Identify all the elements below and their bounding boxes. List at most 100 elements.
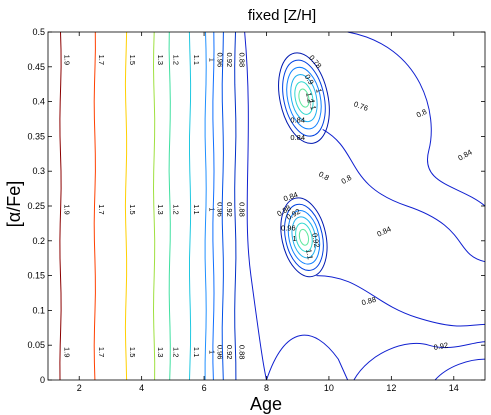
contour-label-0-96-0: 0.96 [215,53,224,68]
chart-title: fixed [Z/H] [248,7,316,24]
right-label-6: 0.92 [433,341,449,352]
y-tick-label-3: 0.15 [27,271,45,281]
upper-blob-label-0: 0.78 [307,53,323,70]
contour-label-1-2-2: 1.2 [172,347,181,357]
contour-line-0-96 [212,31,215,381]
contour-line-1 [204,31,207,380]
upper-blob-ring-0 [278,52,330,144]
contour-label-0-88-0: 0.88 [237,53,246,68]
contour-line-1-1 [188,31,192,381]
lower-blob-ring-1 [284,203,324,271]
upper-blob-ring-5 [298,88,310,108]
y-tick-label-2: 0.1 [32,305,45,315]
y-tick-label-6: 0.3 [32,166,45,176]
contour-line-1-7 [93,31,96,381]
contour-curve-3 [322,129,486,263]
contour-label-1-0: 1 [208,58,217,62]
contour-line-1-3 [152,31,156,381]
contour-curve-1 [266,334,349,381]
right-label-0: 0.76 [353,99,370,112]
contour-label-1-2-0: 1.2 [172,55,181,65]
upper-blob-label-5: 1.2 [304,92,315,104]
lower-blob-ring-3 [291,216,317,259]
contour-label-1-5-2: 1.5 [128,347,137,357]
contour-label-0-88-1: 0.88 [237,202,246,217]
contour-label-1-9-1: 1.9 [62,204,71,214]
y-tick-label-0: 0 [40,375,45,385]
upper-blob-label-4: 1.1 [307,99,318,111]
x-tick-label-0: 2 [77,383,82,393]
contour-label-1-2-1: 1.2 [172,204,181,214]
contour-label-1-1-1: 1.1 [192,204,201,214]
x-tick-label-2: 6 [202,383,207,393]
y-tick-label-4: 0.2 [32,236,45,246]
contour-label-1-7-2: 1.7 [97,347,106,357]
x-tick-label-1: 4 [139,383,144,393]
right-label-4: 0.84 [376,224,393,238]
contour-label-0-96-2: 0.96 [215,345,224,360]
contour-label-1-3-0: 1.3 [156,55,165,65]
x-tick-label-6: 14 [449,383,459,393]
upper-blob-ring-2 [286,66,322,130]
y-tick-label-1: 0.05 [27,340,45,350]
upper-blob-ring-4 [294,81,314,115]
x-tick-label-5: 12 [386,383,396,393]
contour-line-1-9 [59,31,62,381]
y-tick-label-7: 0.35 [27,131,45,141]
lower-blob-label-3: 0.96 [281,223,296,232]
contour-label-1-3-1: 1.3 [156,204,165,214]
right-label-1: 0.8 [415,107,428,120]
contour-label-1-5-1: 1.5 [128,204,137,214]
contour-curve-2 [347,31,486,207]
contour-line-0-88 [234,31,237,381]
contour-label-0-92-1: 0.92 [225,202,234,217]
contour-label-1-1: 1 [208,207,217,211]
contour-label-1-5-0: 1.5 [128,55,137,65]
contour-label-0-92-2: 0.92 [225,345,234,360]
contour-label-0-96-1: 0.96 [215,202,224,217]
x-tick-label-4: 10 [324,383,334,393]
upper-blob-ring-1 [282,59,326,137]
contour-label-1-1-0: 1.1 [192,55,201,65]
contour-line-1-2 [168,31,171,381]
lower-blob-label-6: 0.92 [310,232,321,248]
x-axis-label: Age [250,394,282,414]
plot-area: 1.91.91.91.71.71.71.51.51.51.31.31.31.21… [59,31,486,381]
right-label-2: 0.84 [456,148,473,163]
contour-curve-0 [244,31,267,381]
upper-blob-label-7: 0.8 [317,169,331,182]
contour-line-1-5 [124,31,128,381]
upper-blob-ring-3 [290,74,318,123]
x-tick-label-3: 8 [264,383,269,393]
upper-blob-label-6: 0.84 [290,133,305,142]
contour-curve-4 [316,275,486,327]
y-tick-label-10: 0.5 [32,27,45,37]
contour-label-1-3-2: 1.3 [156,347,165,357]
contour-label-0-88-2: 0.88 [237,345,246,360]
plot-frame [47,31,486,381]
contour-label-1-2: 1 [208,350,217,354]
y-tick-label-5: 0.25 [27,201,45,211]
upper-blob-label-1: 0.84 [290,115,305,124]
y-tick-label-8: 0.4 [32,97,45,107]
y-tick-label-9: 0.45 [27,62,45,72]
contour-label-1-7-1: 1.7 [97,204,106,214]
lower-blob-label-0: 0.84 [282,190,299,203]
contour-label-1-7-0: 1.7 [97,55,106,65]
right-label-5: 0.88 [361,295,377,307]
lower-blob-label-5: 1.1 [304,248,315,260]
lower-blob-ring-2 [287,210,321,265]
lower-blob-ring-5 [298,228,310,246]
contour-label-1-9-2: 1.9 [62,347,71,357]
lower-blob-ring-0 [280,197,328,278]
contour-curve-5 [353,341,486,381]
contour-label-1-1-2: 1.1 [192,347,201,357]
contour-label-0-92-0: 0.92 [225,53,234,68]
y-axis-label: [α/Fe] [4,181,24,227]
upper-blob-label-2: 0.9 [303,73,316,87]
lower-blob-ring-4 [295,222,313,253]
axis-ticks: 2 4 6 8 10 12 14 0 0.05 0.1 0.15 0.2 0.25 0.3 0.35 0.4 0… [27,27,485,393]
contour-line-0-92 [221,31,224,381]
upper-blob-label-3: 1 [314,88,324,94]
